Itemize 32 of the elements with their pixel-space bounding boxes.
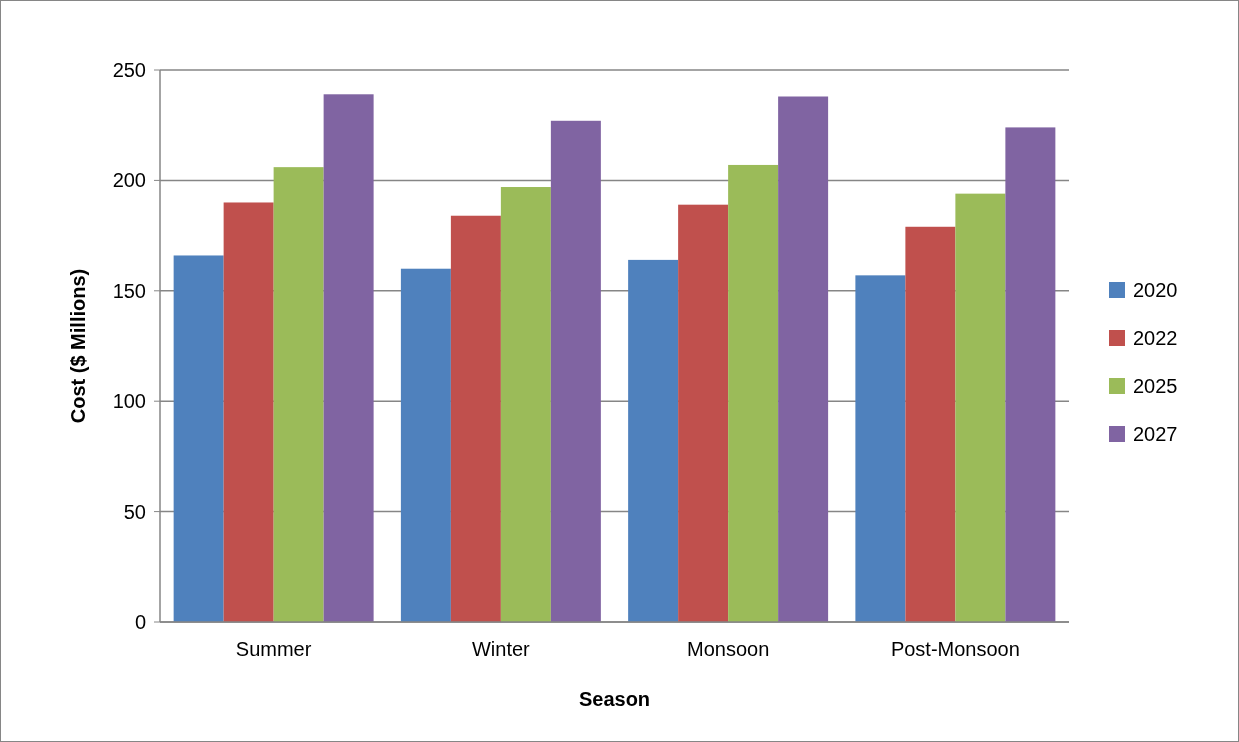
legend-label: 2025: [1133, 375, 1178, 397]
y-axis-title: Cost ($ Millions): [67, 268, 89, 424]
legend-label: 2022: [1133, 327, 1178, 349]
bar: [955, 193, 1006, 622]
bar: [173, 255, 224, 622]
y-tick-label: 250: [112, 59, 146, 81]
legend-label: 2020: [1133, 279, 1178, 301]
bar: [550, 120, 601, 622]
x-axis-title: Season: [578, 688, 651, 710]
bar: [678, 204, 729, 622]
y-tick-label: 100: [112, 390, 146, 413]
bar: [450, 215, 501, 622]
bar: [905, 226, 956, 622]
bar: [400, 268, 451, 622]
bar: [273, 167, 324, 622]
bar: [728, 164, 779, 622]
bar: [855, 275, 906, 622]
y-tick-label: 150: [112, 279, 146, 302]
bar: [223, 202, 274, 622]
bar: [628, 259, 679, 622]
x-tick-label: Summer: [235, 638, 312, 660]
y-tick-label: 200: [112, 169, 146, 192]
y-tick-label: 0: [134, 611, 146, 633]
x-tick-label: Monsoon: [686, 638, 770, 660]
bar: [500, 187, 551, 622]
bar: [778, 96, 829, 622]
bar: [1005, 127, 1056, 622]
x-tick-label: Post-Monsoon: [890, 638, 1020, 660]
legend-label: 2027: [1133, 423, 1178, 445]
y-tick-label: 50: [123, 500, 146, 523]
x-tick-label: Winter: [471, 638, 531, 660]
bar: [323, 94, 374, 622]
